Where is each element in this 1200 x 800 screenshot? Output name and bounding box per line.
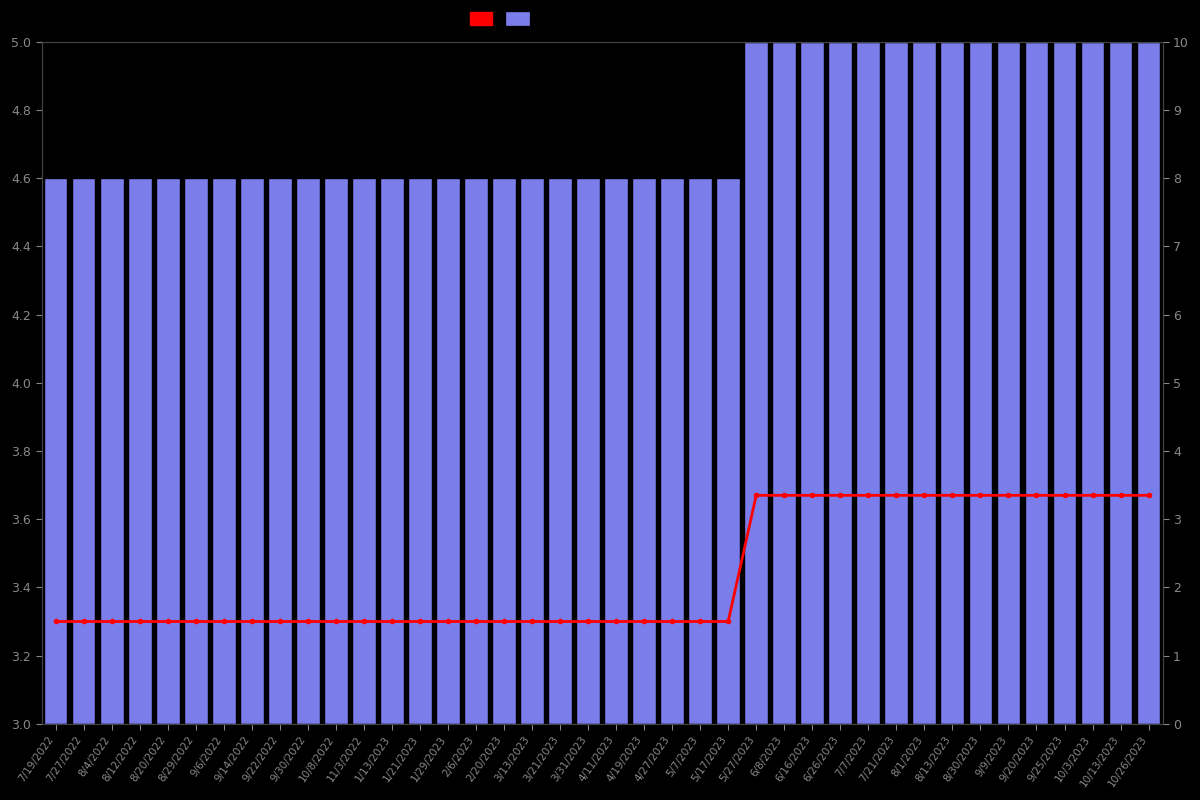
Bar bbox=[660, 178, 684, 724]
Bar bbox=[408, 178, 432, 724]
Bar bbox=[1025, 42, 1049, 724]
Bar bbox=[884, 42, 908, 724]
Bar bbox=[716, 178, 740, 724]
Bar bbox=[548, 178, 572, 724]
Bar bbox=[211, 178, 235, 724]
Bar bbox=[604, 178, 628, 724]
Bar bbox=[436, 178, 460, 724]
Bar bbox=[576, 178, 600, 724]
Bar bbox=[240, 178, 264, 724]
Bar bbox=[520, 178, 544, 724]
Bar bbox=[72, 178, 96, 724]
Bar bbox=[996, 42, 1020, 724]
Bar bbox=[912, 42, 936, 724]
Bar bbox=[1109, 42, 1133, 724]
Bar bbox=[268, 178, 292, 724]
Bar bbox=[464, 178, 488, 724]
Bar bbox=[632, 178, 656, 724]
Bar bbox=[127, 178, 151, 724]
Bar bbox=[941, 42, 965, 724]
Bar bbox=[100, 178, 124, 724]
Bar bbox=[352, 178, 376, 724]
Bar bbox=[800, 42, 824, 724]
Bar bbox=[380, 178, 403, 724]
Bar bbox=[968, 42, 992, 724]
Bar bbox=[156, 178, 180, 724]
Bar bbox=[689, 178, 712, 724]
Bar bbox=[857, 42, 881, 724]
Bar bbox=[492, 178, 516, 724]
Legend: , : , bbox=[464, 7, 538, 30]
Bar bbox=[184, 178, 208, 724]
Bar bbox=[744, 42, 768, 724]
Bar bbox=[1052, 42, 1076, 724]
Bar bbox=[1136, 42, 1160, 724]
Bar bbox=[1081, 42, 1104, 724]
Bar bbox=[296, 178, 319, 724]
Bar bbox=[43, 178, 67, 724]
Bar bbox=[828, 42, 852, 724]
Bar bbox=[324, 178, 348, 724]
Bar bbox=[773, 42, 796, 724]
